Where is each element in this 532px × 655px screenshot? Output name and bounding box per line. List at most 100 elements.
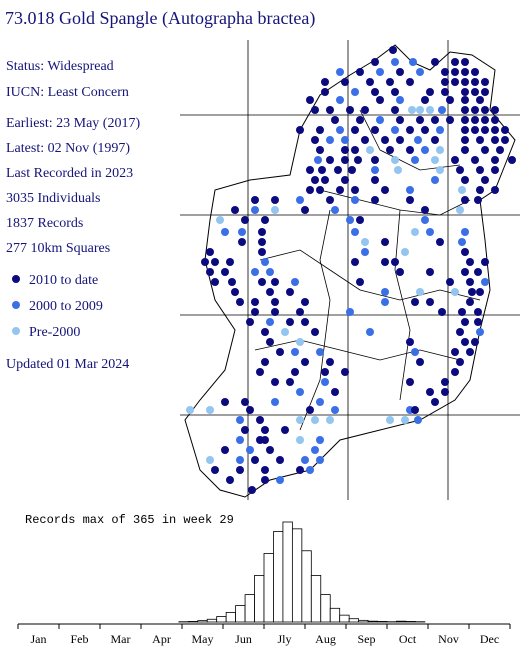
record-dot (251, 196, 259, 204)
record-dot (351, 196, 359, 204)
record-dot (361, 106, 369, 114)
record-dot (238, 238, 246, 246)
record-dot (451, 68, 459, 76)
record-dot (468, 288, 476, 296)
record-dot (451, 368, 459, 376)
record-dot (326, 156, 334, 164)
record-dot (341, 136, 349, 144)
record-dot (471, 338, 479, 346)
record-dot (401, 416, 409, 424)
record-dot (311, 106, 319, 114)
record-dot (461, 338, 469, 346)
month-label: Sep (358, 632, 376, 646)
record-dot (371, 166, 379, 174)
record-dot (421, 146, 429, 154)
record-dot (411, 228, 419, 236)
histogram-title: Records max of 365 in week 29 (25, 513, 234, 527)
record-dot (356, 216, 364, 224)
week-bar (301, 550, 312, 623)
record-dot (481, 146, 489, 154)
record-dot (366, 328, 374, 336)
month-label: Nov (438, 632, 459, 646)
record-dot (321, 378, 329, 386)
week-bar (310, 575, 322, 623)
record-dot (251, 298, 259, 306)
record-dot (271, 278, 279, 286)
record-dot (411, 406, 419, 414)
record-dot (346, 106, 354, 114)
record-dot (311, 446, 319, 454)
record-dot (286, 288, 294, 296)
month-label: Mar (111, 632, 131, 646)
record-dot (376, 116, 384, 124)
record-dot (258, 278, 266, 286)
record-dot (331, 406, 339, 414)
record-dot (291, 278, 299, 286)
week-bar (244, 594, 255, 623)
record-dot (446, 278, 454, 286)
record-dot (246, 446, 254, 454)
week-bar (235, 605, 246, 623)
week-bar (377, 621, 388, 623)
record-dot (476, 136, 484, 144)
legend-label: 2000 to 2009 (29, 299, 103, 314)
record-dot (381, 238, 389, 246)
record-dot (446, 116, 454, 124)
record-dot (261, 216, 269, 224)
record-dot (366, 78, 374, 86)
record-dot (236, 416, 244, 424)
record-dot (386, 78, 394, 86)
details-panel: Status: Widespread IUCN: Least Concern Ear… (6, 59, 140, 372)
record-dot (296, 308, 304, 316)
record-dot (396, 136, 404, 144)
record-dot (476, 288, 484, 296)
record-dot (261, 476, 269, 484)
record-dot (261, 358, 269, 366)
month-label: Jan (31, 632, 47, 646)
record-dot (461, 116, 469, 124)
record-dot (461, 176, 469, 184)
record-dot (461, 196, 469, 204)
record-dot (416, 68, 424, 76)
record-dot (421, 126, 429, 134)
record-dot (416, 106, 424, 114)
record-dot (266, 338, 274, 346)
record-dot (381, 136, 389, 144)
detail-line: Latest: 02 Nov (1997) (6, 141, 130, 156)
record-dot (316, 456, 324, 464)
record-dot (311, 176, 319, 184)
record-dot (441, 388, 449, 396)
record-dot (471, 68, 479, 76)
record-dot (296, 388, 304, 396)
record-dot (491, 106, 499, 114)
record-dot (306, 96, 314, 104)
record-dot (271, 378, 279, 386)
record-dot (471, 106, 479, 114)
record-dot (351, 88, 359, 96)
record-dot (406, 146, 414, 154)
record-dot (251, 308, 259, 316)
record-dot (411, 298, 419, 306)
detail-line: 1837 Records (6, 216, 83, 231)
detail-line: Earliest: 23 May (2017) (6, 116, 140, 131)
week-bar (216, 616, 227, 623)
record-dot (421, 216, 429, 224)
record-dot (236, 298, 244, 306)
record-dot (411, 156, 419, 164)
record-dot (231, 206, 239, 214)
record-dot (251, 456, 259, 464)
record-dot (426, 388, 434, 396)
record-dot (466, 258, 474, 266)
week-bar (329, 607, 341, 623)
record-dot (326, 416, 334, 424)
record-dot (351, 126, 359, 134)
record-dot (301, 318, 309, 326)
record-dot (481, 126, 489, 134)
record-dot (406, 378, 414, 386)
record-dot (271, 298, 279, 306)
record-dot (461, 146, 469, 154)
record-dot (421, 206, 429, 214)
record-dot (336, 126, 344, 134)
record-dot (441, 378, 449, 386)
